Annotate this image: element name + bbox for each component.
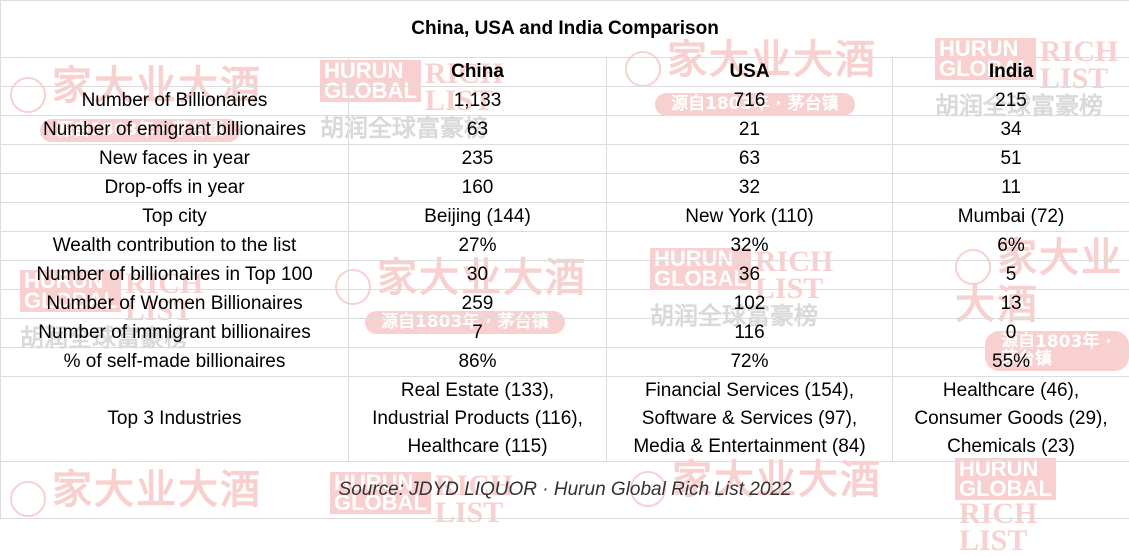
industry-entry: Healthcare (46), [893,377,1129,405]
row-label: Top city [1,203,349,232]
cell-china: Beijing (144) [349,203,607,232]
row-label: Number of billionaires in Top 100 [1,261,349,290]
cell-usa: 72% [607,348,893,377]
row-label: Number of emigrant billionaires [1,116,349,145]
row-label: Number of Women Billionaires [1,290,349,319]
cell-usa: 102 [607,290,893,319]
cell-usa: 36 [607,261,893,290]
header-usa: USA [607,58,893,87]
row-label: Number of immigrant billionaires [1,319,349,348]
industries-india: Healthcare (46),Consumer Goods (29),Chem… [893,377,1129,462]
header-china: China [349,58,607,87]
row-label: Number of Billionaires [1,87,349,116]
cell-usa: 32 [607,174,893,203]
cell-india: Mumbai (72) [893,203,1129,232]
industry-entry: Real Estate (133), [349,377,606,405]
cell-india: 34 [893,116,1129,145]
comparison-table: China, USA and India Comparison China US… [0,0,1129,519]
cell-china: 30 [349,261,607,290]
cell-china: 259 [349,290,607,319]
cell-usa: 716 [607,87,893,116]
industry-entry: Industrial Products (116), [349,405,606,433]
industries-usa: Financial Services (154),Software & Serv… [607,377,893,462]
cell-china: 160 [349,174,607,203]
cell-india: 55% [893,348,1129,377]
cell-india: 0 [893,319,1129,348]
industries-china: Real Estate (133),Industrial Products (1… [349,377,607,462]
cell-china: 7 [349,319,607,348]
header-india: India [893,58,1129,87]
source-note: Source: JDYD LIQUOR · Hurun Global Rich … [1,462,1129,519]
cell-india: 51 [893,145,1129,174]
header-blank [1,58,349,87]
industry-entry: Financial Services (154), [607,377,892,405]
table-title: China, USA and India Comparison [1,1,1129,58]
industry-entry: Consumer Goods (29), [893,405,1129,433]
industry-entry: Healthcare (115) [349,433,606,461]
industry-entry: Software & Services (97), [607,405,892,433]
industry-entry: Chemicals (23) [893,433,1129,461]
cell-usa: New York (110) [607,203,893,232]
cell-china: 235 [349,145,607,174]
row-label: Top 3 Industries [1,377,349,462]
cell-china: 86% [349,348,607,377]
cell-india: 6% [893,232,1129,261]
row-label: Wealth contribution to the list [1,232,349,261]
cell-usa: 32% [607,232,893,261]
cell-india: 5 [893,261,1129,290]
cell-china: 1,133 [349,87,607,116]
cell-usa: 63 [607,145,893,174]
row-label: % of self-made billionaires [1,348,349,377]
cell-india: 11 [893,174,1129,203]
cell-usa: 116 [607,319,893,348]
row-label: Drop-offs in year [1,174,349,203]
cell-usa: 21 [607,116,893,145]
cell-india: 13 [893,290,1129,319]
cell-india: 215 [893,87,1129,116]
row-label: New faces in year [1,145,349,174]
cell-china: 27% [349,232,607,261]
cell-china: 63 [349,116,607,145]
industry-entry: Media & Entertainment (84) [607,433,892,461]
